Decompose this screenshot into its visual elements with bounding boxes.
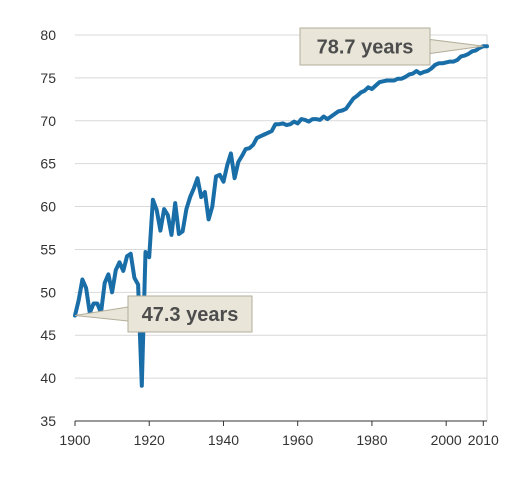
y-axis-ticks: 35 40 45 50 55 60 65 70 75 80	[40, 27, 56, 429]
y-tick-label: 40	[40, 370, 56, 386]
x-tick-label: 1980	[356, 432, 387, 448]
x-tick-label: 2010	[468, 432, 499, 448]
y-tick-label: 80	[40, 27, 56, 43]
x-axis-ticks: 1900 1920 1940 1960 1980 2000 2010	[59, 421, 499, 448]
y-tick-label: 50	[40, 284, 56, 300]
x-tick-label: 1960	[282, 432, 313, 448]
start-callout-box	[127, 295, 253, 333]
y-tick-label: 55	[40, 241, 56, 257]
axes	[75, 35, 488, 422]
callouts: 47.3 years 78.7 years	[74, 27, 484, 333]
x-tick-label: 1920	[134, 432, 165, 448]
y-tick-label: 35	[40, 413, 56, 429]
y-tick-label: 70	[40, 113, 56, 129]
y-tick-label: 65	[40, 156, 56, 172]
y-tick-label: 45	[40, 327, 56, 343]
x-tick-label: 1900	[59, 432, 90, 448]
end-callout-label: 78.7 years	[317, 37, 414, 59]
end-callout-box	[299, 27, 431, 66]
y-tick-label: 75	[40, 70, 56, 86]
x-tick-label: 1940	[208, 432, 239, 448]
start-callout-label: 47.3 years	[142, 304, 239, 326]
y-tick-label: 60	[40, 199, 56, 215]
x-tick-label: 2000	[431, 432, 462, 448]
